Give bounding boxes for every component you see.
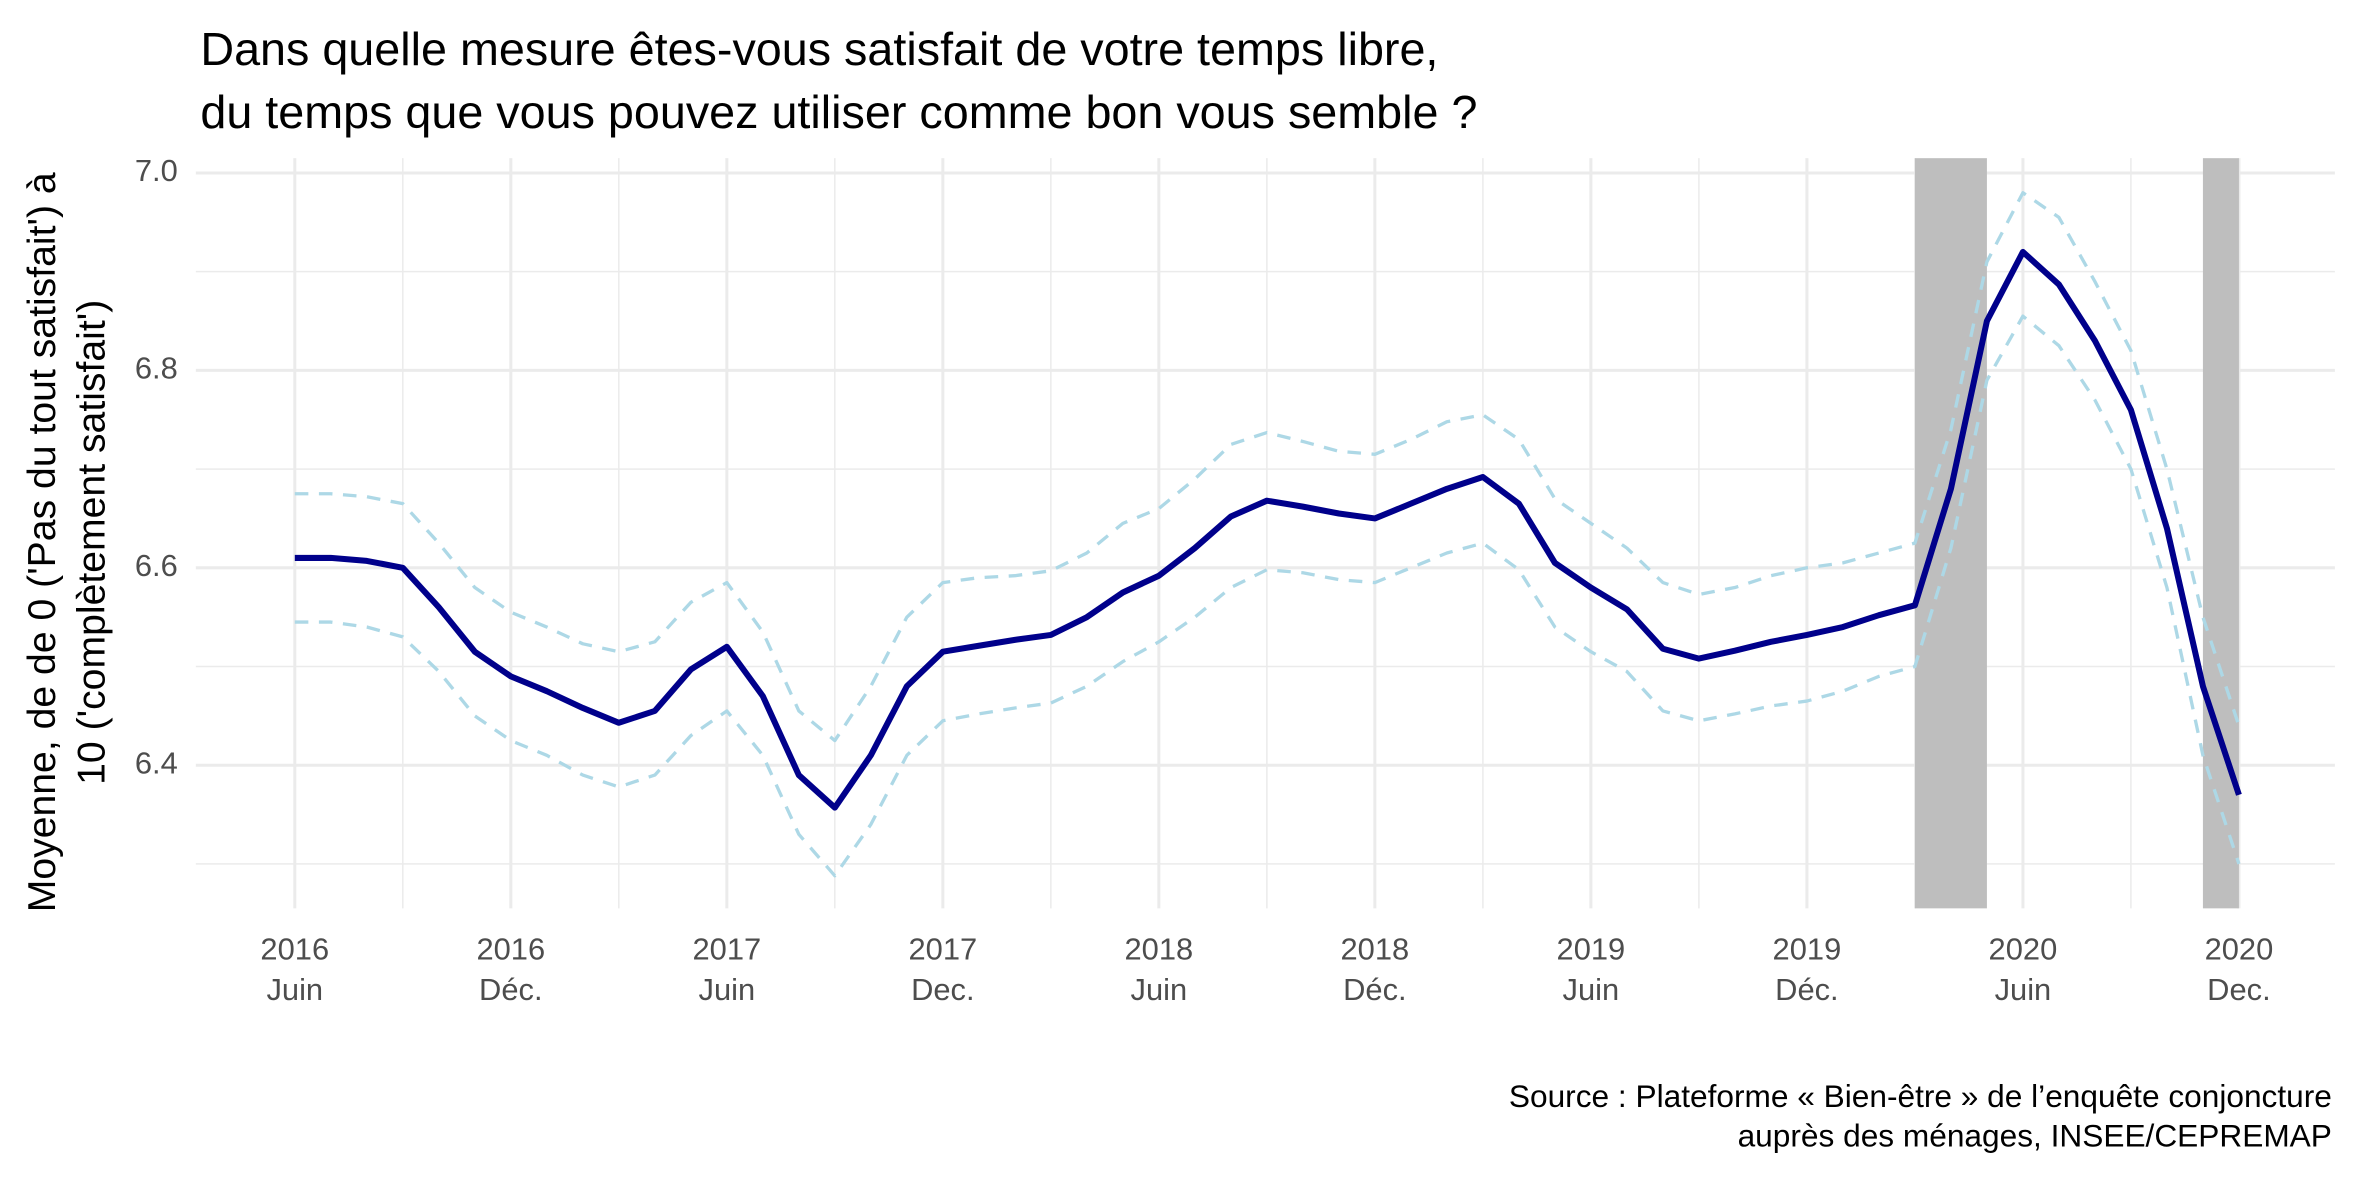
- mean-line: [294, 248, 2242, 811]
- x-tick-label: 2019 Déc.: [1772, 932, 1842, 1008]
- shaded-period: [1914, 158, 1987, 909]
- shaded-period: [2202, 158, 2239, 909]
- confidence-line: [294, 191, 2241, 743]
- x-tick-label: 2017 Dec.: [908, 932, 978, 1008]
- caption: Source : Plateforme « Bien-être » de l’e…: [1508, 1080, 2332, 1155]
- x-tick-label: 2016 Déc.: [476, 932, 546, 1008]
- chart-title: Dans quelle mesure êtes-vous satisfait d…: [200, 22, 1478, 139]
- x-tick-label: 2016 Juin: [260, 932, 330, 1008]
- x-tick-label: 2019 Juin: [1556, 932, 1626, 1008]
- y-tick-label: 6.6: [135, 548, 178, 583]
- confidence-line: [294, 314, 2241, 878]
- x-tick-label: 2018 Déc.: [1340, 932, 1410, 1008]
- x-tick-label: 2018 Juin: [1124, 932, 1194, 1008]
- x-tick-label: 2020 Juin: [1988, 932, 2058, 1008]
- y-tick-label: 7.0: [135, 153, 178, 188]
- x-tick-label: 2020 Dec.: [2204, 932, 2274, 1008]
- y-axis-label: Moyenne, de de 0 ('Pas du tout satisfait…: [18, 172, 113, 913]
- x-tick-label: 2017 Juin: [692, 932, 762, 1008]
- y-tick-label: 6.8: [135, 351, 178, 386]
- y-tick-label: 6.4: [135, 745, 178, 780]
